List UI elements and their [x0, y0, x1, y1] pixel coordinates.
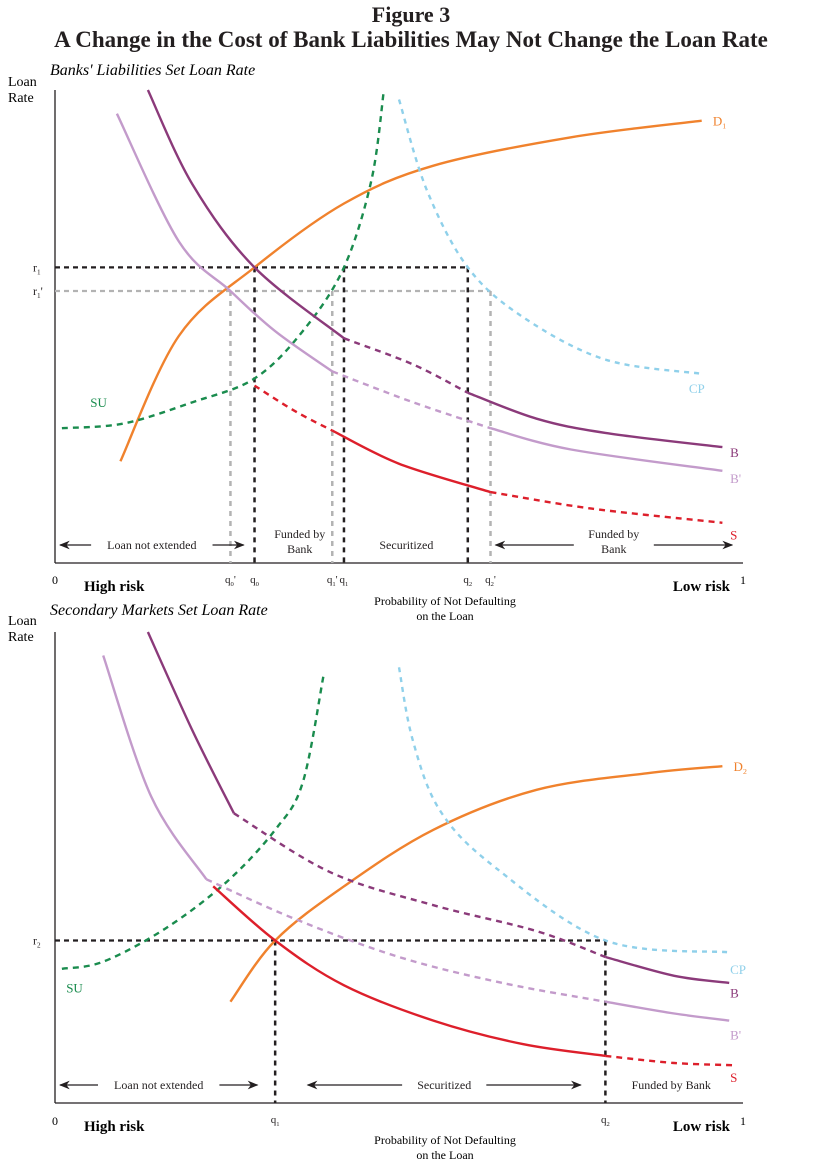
panel1-curve-d1-solid-0: [119, 119, 702, 462]
panel2-curve-su-dashed-1: [61, 676, 325, 970]
panel1-high-risk: High risk: [84, 579, 145, 595]
panel1-curve-b-solid-3: [146, 89, 345, 340]
panel2-x-tick-label-1: q2: [601, 1114, 610, 1128]
panel2-region-label-0: Loan not extended: [114, 1078, 203, 1092]
panel2-ylabel-line2: Rate: [8, 630, 34, 645]
panel2-curve-label-cp: CP: [730, 962, 746, 977]
panel1-curve-b-prime-solid-8: [490, 427, 723, 472]
panel1-xlabel-line1: Probability of Not Defaulting: [374, 594, 516, 608]
panel1-low-risk: Low risk: [673, 579, 731, 595]
figure-label: Figure 3: [371, 2, 451, 27]
panel2-xlabel-line2: on the Loan: [416, 1148, 473, 1162]
panel2-x-tick-label-0: q1: [271, 1114, 280, 1128]
panel1-x-tick-label-3: q1: [340, 574, 349, 588]
panel1-ylabel-line1: Loan: [8, 75, 37, 90]
panel1-curve-label-su: SU: [90, 395, 107, 410]
panel1-ylabel-line2: Rate: [8, 91, 34, 106]
panel1-region-label-3-line1: Funded by: [588, 527, 639, 541]
panel1-y-tick-label-1: r1': [33, 284, 43, 300]
panel1-curve-label-cp: CP: [689, 381, 705, 396]
panel2-xlabel-line1: Probability of Not Defaulting: [374, 1133, 516, 1147]
panel2-x-end: 1: [740, 1114, 746, 1128]
panel1-curve-su-dashed-1: [61, 89, 386, 430]
panel2-curve-b-solid-3: [146, 631, 235, 814]
panel2-curve-b-solid-5: [605, 955, 730, 985]
panel1-region-label-2: Securitized: [379, 538, 433, 552]
panel2-curve-label-b: B: [730, 985, 739, 1000]
panel2-title: Secondary Markets Set Loan Rate: [50, 602, 268, 619]
panel2-curve-label-b-prime: B': [730, 1028, 741, 1043]
panel2-curve-s-solid-9: [212, 885, 606, 1058]
panel2-curve-cp-dotted-2: [397, 667, 730, 954]
panel2-region-label-2: Funded by Bank: [632, 1078, 711, 1092]
panel1-title: Banks' Liabilities Set Loan Rate: [50, 62, 255, 79]
panel1-curve-label-d1: D1: [713, 114, 726, 131]
panel1-curve-s-solid-10: [331, 429, 491, 494]
panel1-curve-s-dashed-11: [490, 490, 723, 524]
panel2-region-label-1: Securitized: [417, 1078, 471, 1092]
panel1-curve-cp-dotted-2: [397, 99, 702, 375]
figure-title: A Change in the Cost of Bank Liabilities…: [54, 27, 768, 52]
panel2-curve-b-prime-dashed-7: [205, 878, 606, 1003]
panel2-curve-label-su: SU: [66, 981, 83, 996]
panel2-ylabel-line1: Loan: [8, 614, 37, 629]
panel2-curve-d2-solid-0: [229, 765, 723, 1003]
panel1-x-tick-label-0: q0': [225, 574, 236, 588]
panel1-x-tick-label-4: q2: [463, 574, 472, 588]
panel1-x-tick-label-1: q0: [250, 574, 260, 588]
panel1-region-label-0: Loan not extended: [107, 538, 196, 552]
panel1-curve-b-dashed-4: [343, 337, 469, 394]
panel1-x-end: 1: [740, 573, 746, 587]
panel1-y-tick-label-0: r1: [33, 260, 41, 276]
panel2-curve-b-dashed-4: [233, 812, 606, 959]
panel1-curve-s-dashed-9: [253, 384, 333, 432]
panel2-low-risk: Low risk: [673, 1119, 731, 1135]
panel1-region-label-1-line1: Funded by: [274, 527, 325, 541]
panel1-curve-b-prime-solid-6: [115, 113, 333, 373]
panel1-curve-label-b: B: [730, 445, 739, 460]
panel2-curve-label-s: S: [730, 1070, 737, 1085]
panel1-region-label-1-line2: Bank: [287, 542, 312, 556]
panel2-curve-label-d2: D2: [734, 759, 747, 776]
panel1-x-tick-label-2: q1': [327, 574, 338, 588]
panel1-x-origin: 0: [52, 573, 58, 587]
panel2-curve-b-prime-solid-8: [605, 1000, 730, 1022]
panel1-region-label-3-line2: Bank: [601, 542, 626, 556]
panel1-xlabel-line2: on the Loan: [416, 609, 473, 623]
panel2-y-tick-label-0: r2: [33, 934, 41, 950]
panel1-x-tick-label-5: q2': [485, 574, 496, 588]
panel1-curve-label-b-prime: B': [730, 471, 741, 486]
panel2-curve-s-dashed-10: [605, 1054, 737, 1067]
panel2-x-origin: 0: [52, 1114, 58, 1128]
panel2-curve-b-prime-solid-6: [102, 655, 208, 880]
panel2-high-risk: High risk: [84, 1119, 145, 1135]
panel1-curve-label-s: S: [730, 528, 737, 543]
panel1-curve-b-solid-5: [467, 391, 723, 449]
